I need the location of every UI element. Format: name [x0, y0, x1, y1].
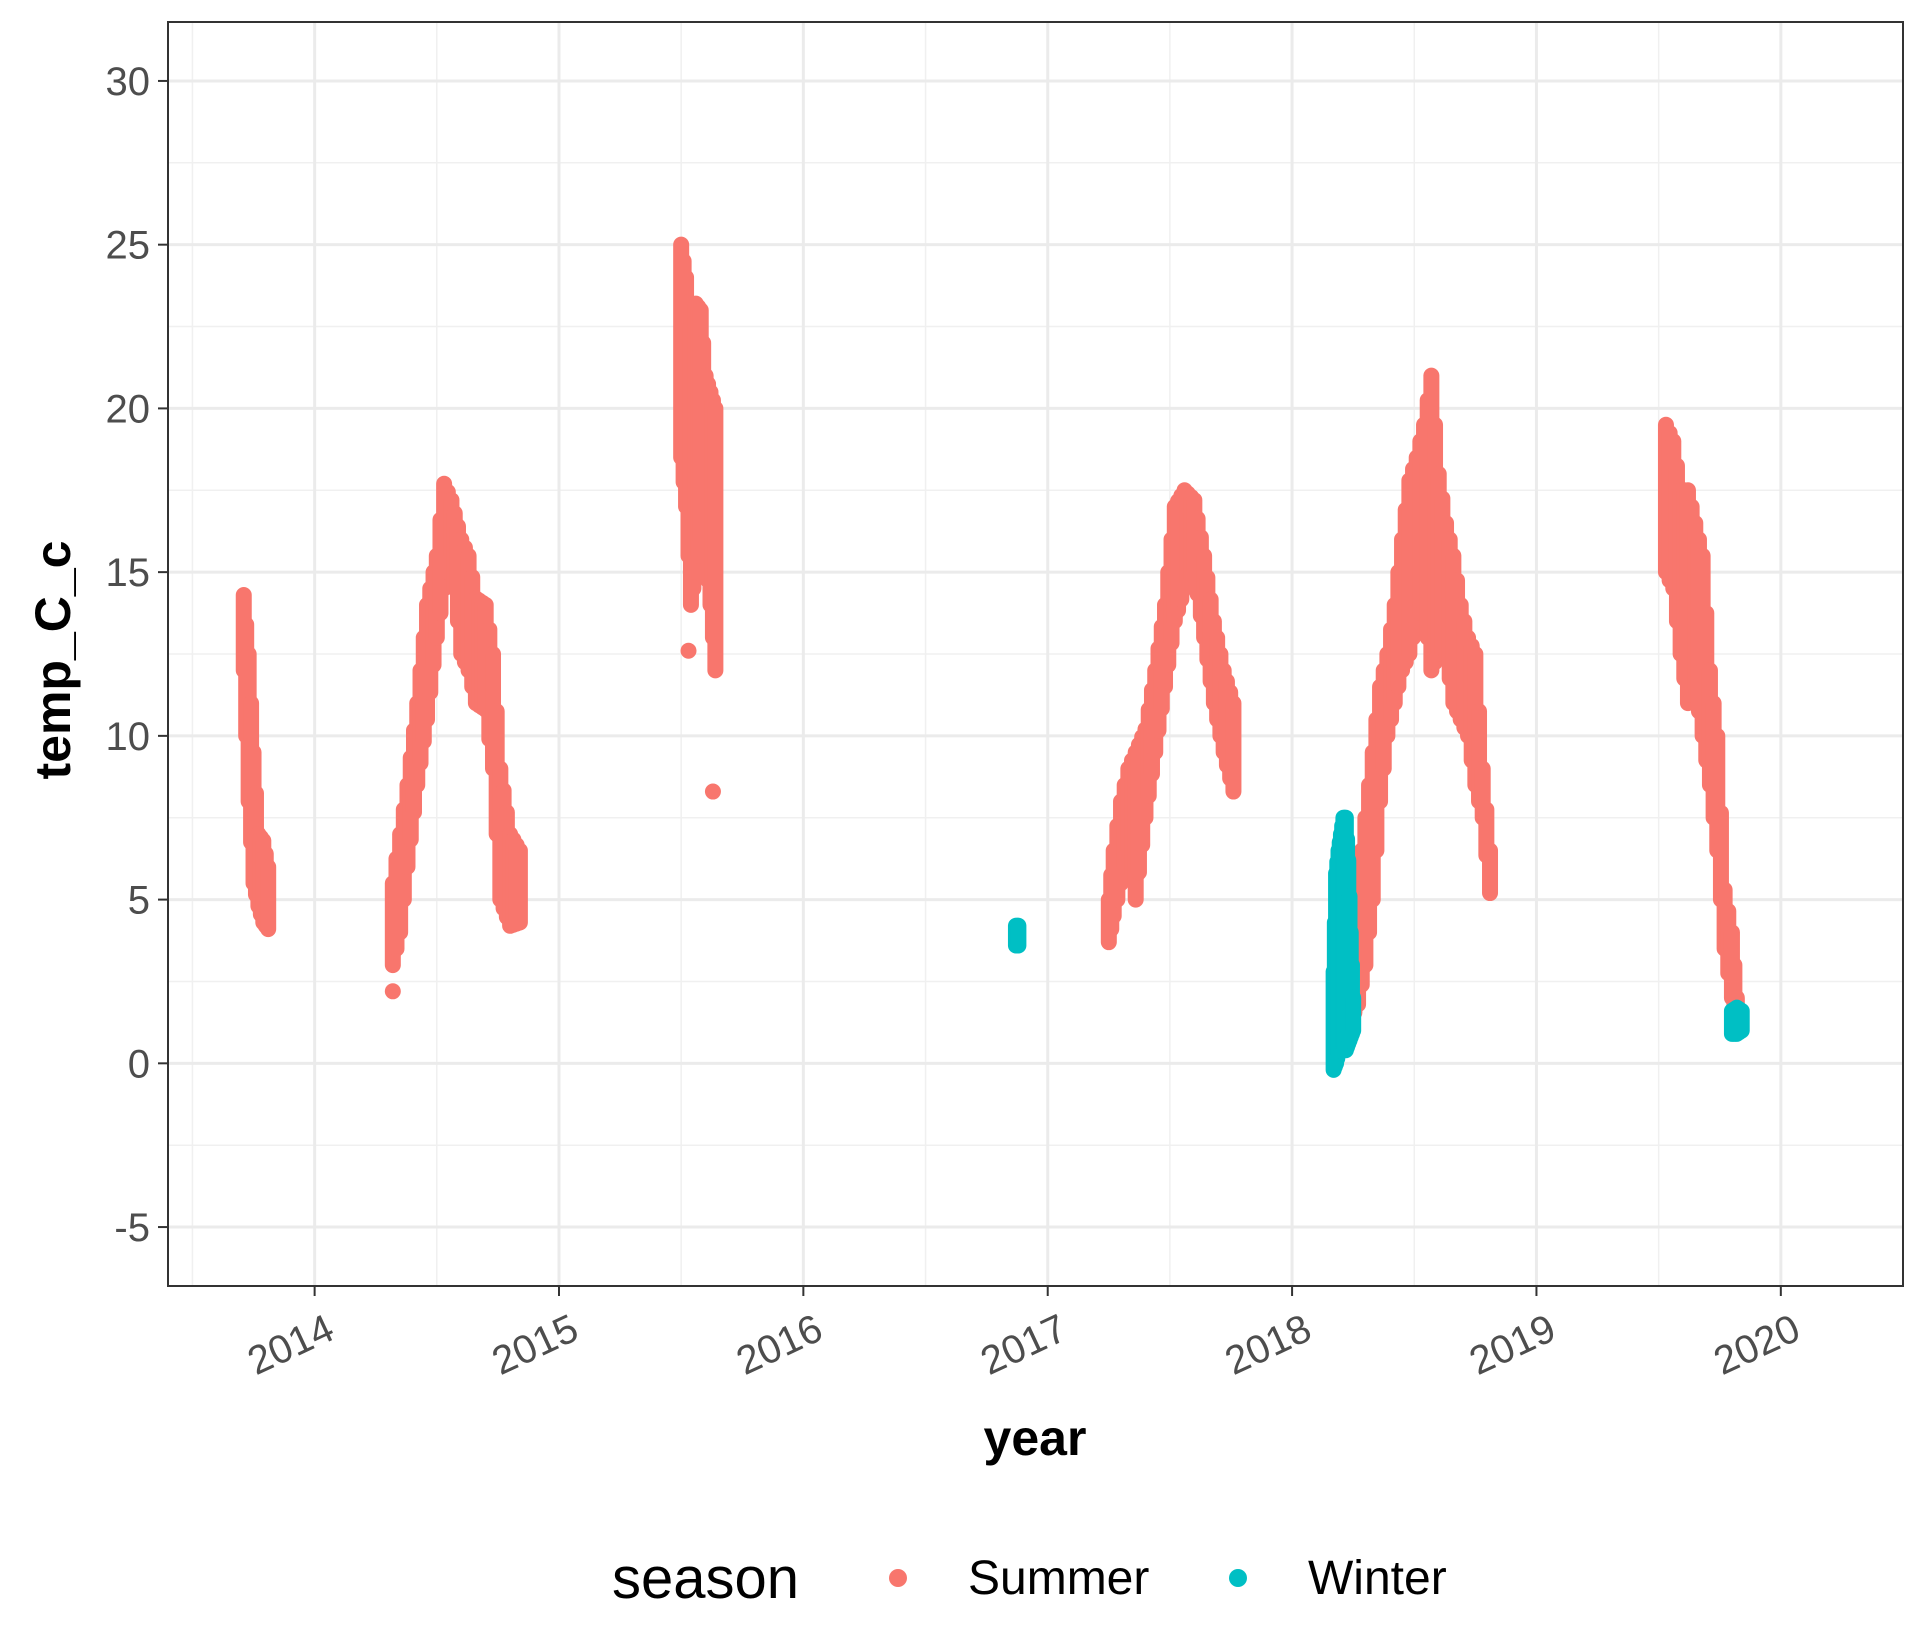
grid-major — [168, 22, 1903, 1286]
series-summer — [235, 236, 1745, 1039]
series-winter — [1007, 809, 1750, 1078]
panel-border — [167, 21, 1904, 1287]
y-tick-label: 15 — [106, 551, 151, 595]
legend-title: season — [612, 1546, 799, 1611]
y-tick-label: 20 — [106, 387, 151, 431]
y-axis: -5 0 5 10 15 20 25 30 — [106, 60, 168, 1250]
y-tick-label: 30 — [106, 60, 151, 104]
data-point — [680, 642, 697, 659]
data-points — [235, 236, 1750, 1078]
y-tick-label: -5 — [114, 1206, 150, 1250]
legend-label-winter: Winter — [1308, 1552, 1447, 1605]
legend-label-summer: Summer — [968, 1552, 1149, 1605]
y-axis-title: temp_C_c — [25, 541, 81, 780]
y-tick-label: 5 — [128, 879, 150, 923]
legend-key-winter — [1229, 1569, 1247, 1587]
y-tick-label: 10 — [106, 715, 151, 759]
x-axis-title: year — [984, 1410, 1087, 1466]
data-point — [384, 983, 401, 1000]
y-tick-label: 0 — [128, 1042, 150, 1086]
legend: season Summer Winter — [612, 1546, 1447, 1611]
legend-key-summer — [889, 1569, 907, 1587]
y-tick-label: 25 — [106, 224, 151, 268]
data-point — [704, 783, 721, 800]
